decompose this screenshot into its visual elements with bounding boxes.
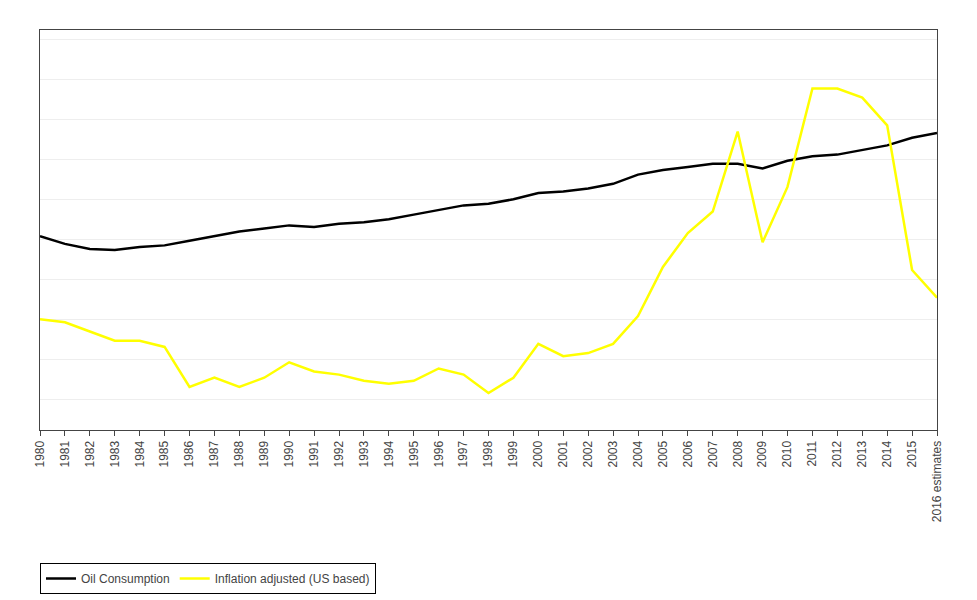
svg-text:1983: 1983 (108, 440, 122, 467)
svg-text:2011: 2011 (805, 440, 819, 466)
svg-text:1995: 1995 (407, 440, 421, 467)
svg-text:Inflation adjusted (US based): Inflation adjusted (US based) (215, 572, 370, 586)
svg-text:2002: 2002 (581, 440, 595, 467)
svg-text:1989: 1989 (257, 440, 271, 467)
svg-text:2008: 2008 (731, 440, 745, 467)
svg-text:2007: 2007 (706, 440, 720, 467)
svg-text:1980: 1980 (33, 440, 47, 467)
svg-text:1984: 1984 (133, 440, 147, 467)
svg-text:1990: 1990 (282, 440, 296, 467)
svg-text:2013: 2013 (855, 440, 869, 467)
svg-text:1993: 1993 (357, 440, 371, 467)
svg-text:2006: 2006 (681, 440, 695, 467)
svg-text:1992: 1992 (332, 440, 346, 467)
svg-text:2003: 2003 (606, 440, 620, 467)
svg-text:2015: 2015 (905, 440, 919, 467)
svg-text:1985: 1985 (157, 440, 171, 467)
svg-text:2012: 2012 (830, 440, 844, 467)
svg-text:1998: 1998 (481, 440, 495, 467)
svg-text:2010: 2010 (780, 440, 794, 467)
svg-text:2016 estimates: 2016 estimates (930, 441, 944, 522)
svg-text:1994: 1994 (382, 440, 396, 467)
svg-text:1991: 1991 (307, 440, 321, 467)
svg-text:Oil Consumption: Oil Consumption (81, 572, 170, 586)
svg-text:1988: 1988 (232, 440, 246, 467)
svg-text:2005: 2005 (656, 440, 670, 467)
svg-text:2004: 2004 (631, 440, 645, 467)
svg-text:2001: 2001 (556, 440, 570, 467)
svg-text:1997: 1997 (456, 440, 470, 467)
svg-text:1981: 1981 (58, 440, 72, 467)
svg-text:2014: 2014 (880, 440, 894, 467)
svg-text:2009: 2009 (755, 440, 769, 467)
svg-text:1986: 1986 (182, 440, 196, 467)
svg-text:1987: 1987 (207, 440, 221, 467)
svg-text:1999: 1999 (506, 440, 520, 467)
svg-text:1982: 1982 (83, 440, 97, 467)
svg-text:1996: 1996 (432, 440, 446, 467)
svg-text:2000: 2000 (531, 440, 545, 467)
